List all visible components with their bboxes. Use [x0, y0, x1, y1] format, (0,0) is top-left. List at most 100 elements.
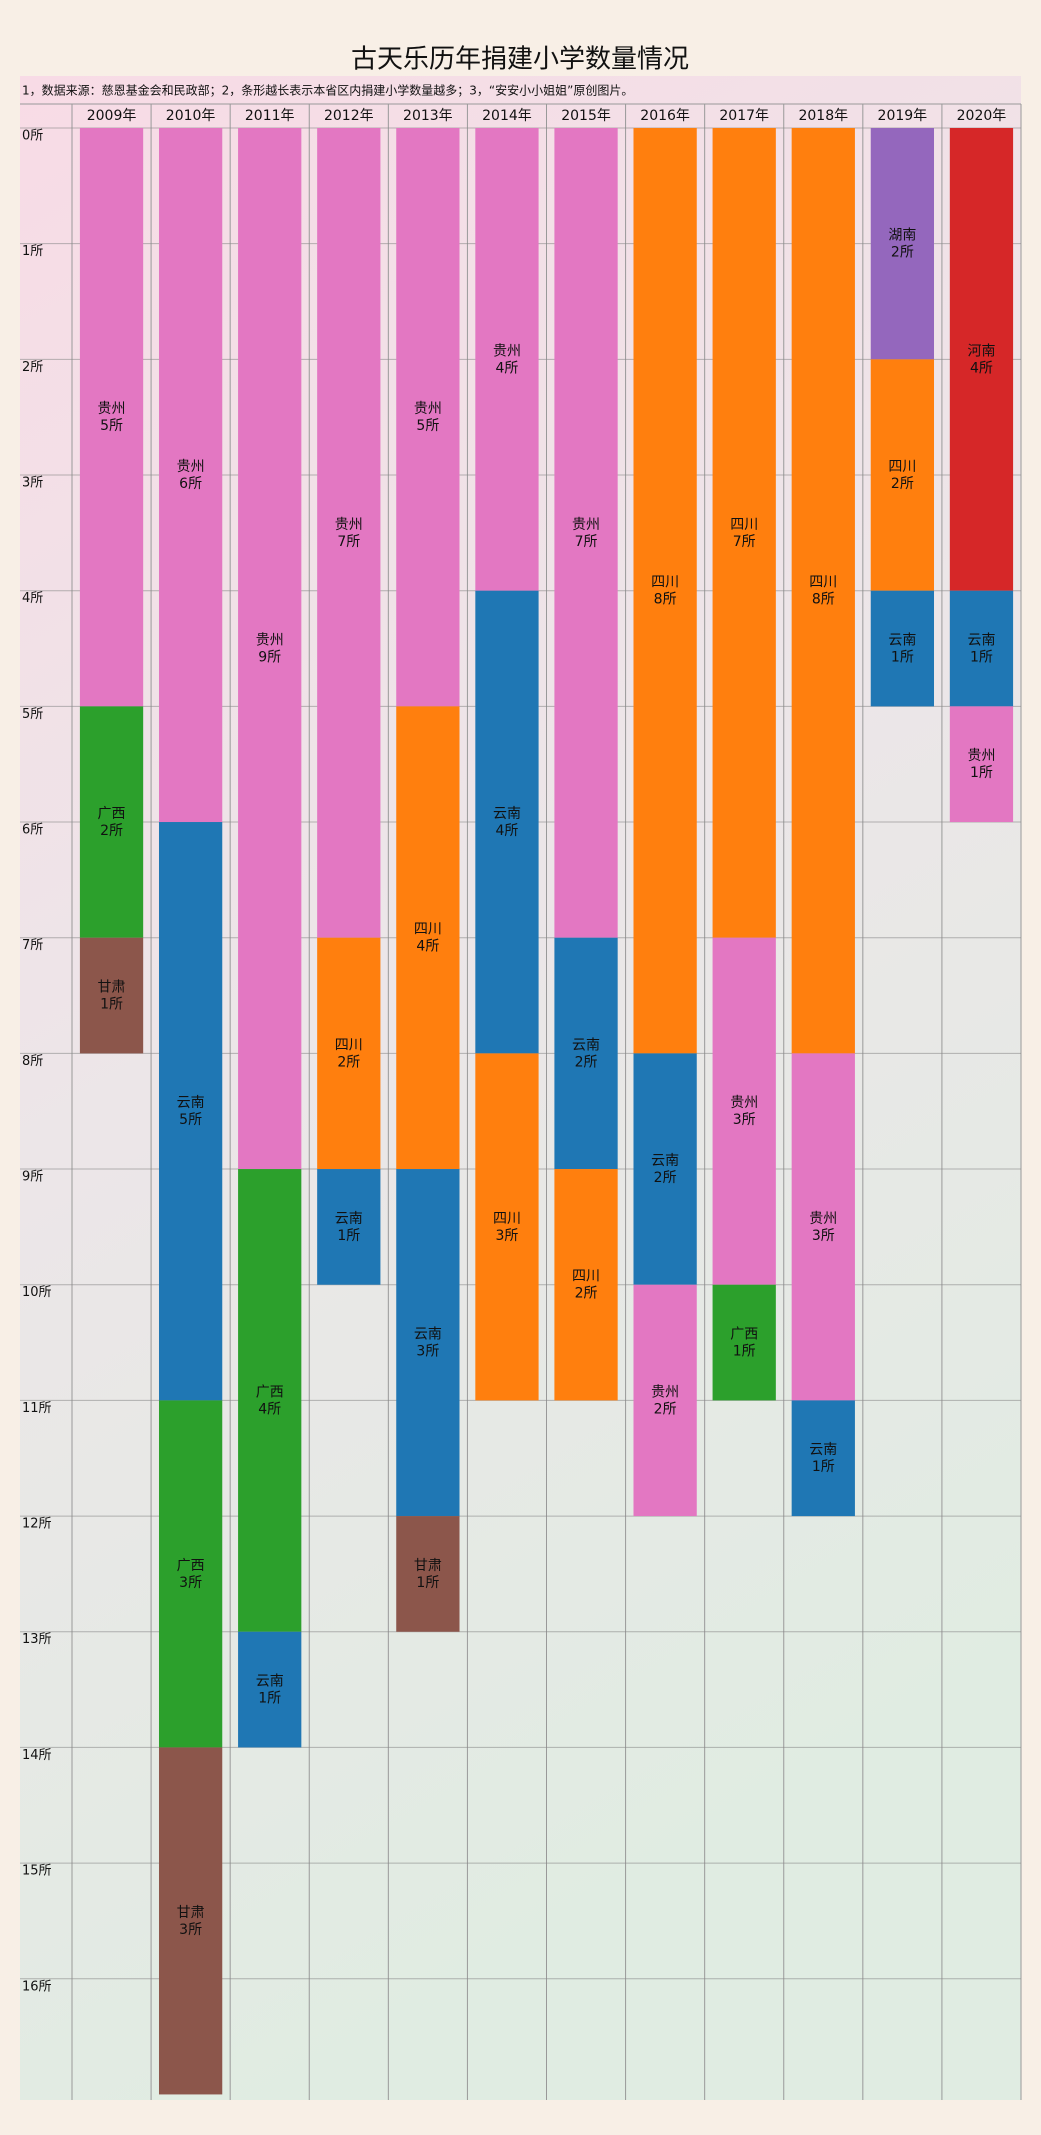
y-tick-label: 10所 — [22, 1285, 52, 1300]
segment-value-label: 4所 — [970, 360, 993, 376]
x-tick-label: 2020年 — [957, 108, 1007, 124]
y-tick-label: 0所 — [22, 129, 43, 144]
y-tick-label: 5所 — [22, 707, 43, 722]
segment-name: 甘肃 — [177, 1905, 205, 1921]
segment-value-label: 3所 — [733, 1112, 756, 1128]
bar-segment — [554, 128, 618, 938]
bar-segment — [79, 937, 144, 1054]
segment-value-label: 1所 — [416, 1575, 439, 1591]
bar-segment — [317, 1169, 381, 1285]
bar-segment — [791, 1053, 855, 1401]
bar-segment — [870, 128, 935, 360]
bar-segment — [475, 1053, 539, 1401]
y-tick-label: 7所 — [22, 938, 43, 953]
segment-value-label: 2所 — [654, 1401, 677, 1417]
segment-value-label: 9所 — [258, 650, 281, 666]
x-tick-label: 2010年 — [166, 108, 216, 124]
bar-segment — [158, 128, 223, 823]
segment-name: 四川 — [414, 922, 442, 938]
segment-value-label: 7所 — [337, 534, 360, 550]
segment-name: 贵州 — [572, 517, 600, 533]
segment-value-label: 5所 — [100, 418, 123, 434]
bar-segment — [158, 1747, 223, 2095]
x-tick-label: 2018年 — [798, 108, 848, 124]
bar-segment — [317, 128, 381, 938]
bar-segment — [791, 128, 855, 1054]
segment-name: 四川 — [809, 575, 837, 591]
segment-name: 云南 — [809, 1442, 837, 1458]
bar-segment — [238, 1169, 302, 1632]
segment-name: 贵州 — [414, 401, 442, 417]
bar-segment — [158, 822, 223, 1401]
bar-segment — [396, 128, 460, 707]
segment-value-label: 4所 — [495, 823, 518, 839]
segment-value-label: 5所 — [179, 1112, 202, 1128]
segment-name: 四川 — [651, 575, 679, 591]
y-tick-label: 12所 — [22, 1517, 52, 1532]
x-tick-label: 2009年 — [87, 108, 137, 124]
segment-name: 贵州 — [651, 1384, 679, 1400]
segment-value-label: 3所 — [416, 1344, 439, 1360]
segment-value-label: 7所 — [733, 534, 756, 550]
segment-name: 云南 — [256, 1674, 284, 1690]
y-tick-label: 11所 — [22, 1401, 52, 1416]
segment-name: 四川 — [572, 1269, 600, 1285]
bar-segment — [633, 1053, 697, 1285]
x-tick-label: 2011年 — [245, 108, 295, 124]
x-tick-label: 2016年 — [640, 108, 690, 124]
bar-segment — [949, 128, 1014, 591]
bar-segment — [79, 706, 144, 938]
segment-name: 贵州 — [177, 459, 205, 475]
segment-value-label: 1所 — [812, 1459, 835, 1475]
y-tick-label: 14所 — [22, 1748, 52, 1763]
segment-name: 湖南 — [888, 228, 916, 244]
bar-segment — [949, 706, 1014, 823]
x-tick-label: 2012年 — [324, 108, 374, 124]
segment-name: 广西 — [98, 806, 126, 822]
segment-name: 云南 — [572, 1037, 600, 1053]
bar-segment — [554, 937, 618, 1170]
x-tick-label: 2014年 — [482, 108, 532, 124]
segment-value-label: 2所 — [891, 476, 914, 492]
y-tick-label: 13所 — [22, 1632, 52, 1647]
bar-segment — [475, 128, 539, 591]
segment-name: 云南 — [493, 806, 521, 822]
y-tick-label: 8所 — [22, 1054, 43, 1069]
chart-subtitle: 1，数据来源：慈恩基金会和民政部；2，条形越长表示本省区内捐建小学数量越多；3，… — [22, 83, 633, 98]
bar-segment — [791, 1400, 855, 1517]
bar-segment — [554, 1169, 618, 1401]
segment-value-label: 3所 — [179, 1575, 202, 1591]
bar-segment — [317, 937, 381, 1170]
bar-segment — [633, 128, 697, 1054]
bar-segment — [712, 128, 776, 938]
segment-value-label: 1所 — [970, 765, 993, 781]
segment-name: 甘肃 — [414, 1558, 442, 1574]
segment-name: 云南 — [888, 633, 916, 649]
segment-value-label: 1所 — [733, 1344, 756, 1360]
segment-value-label: 1所 — [258, 1691, 281, 1707]
segment-value-label: 2所 — [337, 1054, 360, 1070]
bar-segment — [396, 1169, 460, 1517]
segment-value-label: 3所 — [812, 1228, 835, 1244]
segment-name: 贵州 — [809, 1211, 837, 1227]
bar-segment — [79, 128, 144, 707]
segment-name: 贵州 — [98, 401, 126, 417]
segment-name: 云南 — [651, 1153, 679, 1169]
segment-value-label: 5所 — [416, 418, 439, 434]
y-tick-label: 2所 — [22, 360, 43, 375]
y-tick-label: 3所 — [22, 476, 43, 491]
segment-value-label: 1所 — [891, 650, 914, 666]
segment-value-label: 2所 — [575, 1286, 598, 1302]
segment-value-label: 2所 — [575, 1054, 598, 1070]
bar-segment — [396, 706, 460, 1170]
y-tick-label: 15所 — [22, 1864, 52, 1879]
segment-name: 广西 — [177, 1558, 205, 1574]
y-tick-label: 6所 — [22, 823, 43, 838]
segment-value-label: 8所 — [812, 592, 835, 608]
segment-name: 四川 — [730, 517, 758, 533]
segment-name: 四川 — [493, 1211, 521, 1227]
segment-name: 甘肃 — [98, 980, 126, 996]
bar-segment — [238, 128, 302, 1170]
segment-value-label: 3所 — [179, 1922, 202, 1938]
